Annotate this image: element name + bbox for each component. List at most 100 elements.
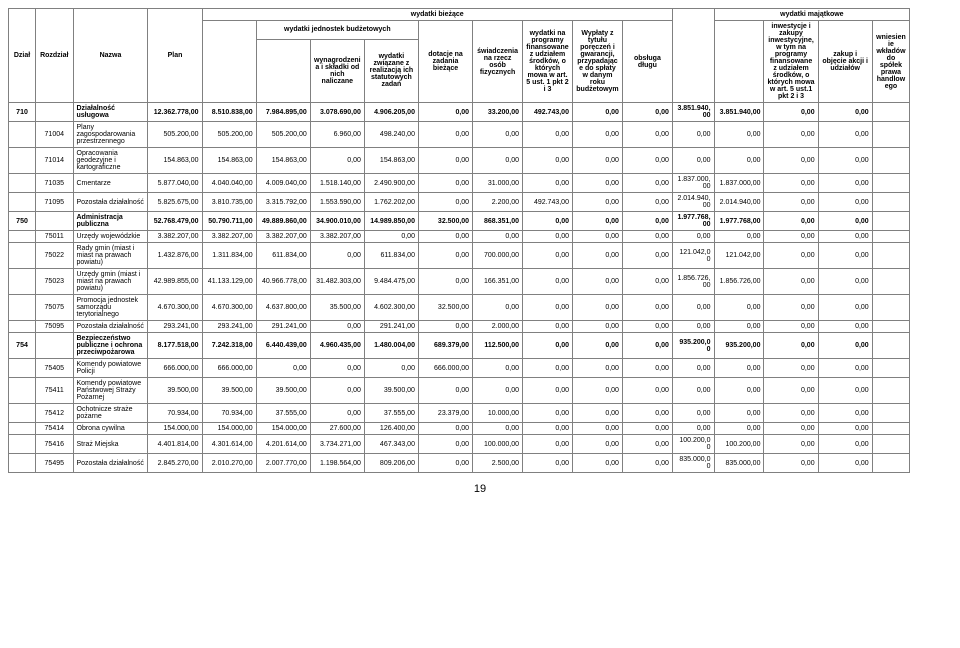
th-blank2 bbox=[202, 21, 256, 103]
cell: 0,00 bbox=[714, 359, 764, 378]
cell: Obrona cywilna bbox=[73, 423, 148, 435]
cell: 4.401.814,00 bbox=[148, 435, 202, 454]
cell: 3.851.940,00 bbox=[672, 103, 714, 122]
cell: 754 bbox=[9, 333, 36, 359]
table-row: 754Bezpieczeństwo publiczne i ochrona pr… bbox=[9, 333, 952, 359]
cell: 0,00 bbox=[310, 243, 364, 269]
th-blank3 bbox=[714, 21, 764, 103]
cell: 75416 bbox=[36, 435, 73, 454]
cell: 0,00 bbox=[818, 321, 872, 333]
cell: 0,00 bbox=[818, 231, 872, 243]
cell: 154.000,00 bbox=[148, 423, 202, 435]
cell: 0,00 bbox=[310, 148, 364, 174]
cell: 50.790.711,00 bbox=[202, 212, 256, 231]
cell bbox=[872, 269, 910, 295]
cell: Plany zagospodarowania przestrzennego bbox=[73, 122, 148, 148]
cell: 0,00 bbox=[818, 454, 872, 473]
cell: 0,00 bbox=[418, 423, 472, 435]
cell: 32.500,00 bbox=[418, 295, 472, 321]
cell: 0,00 bbox=[672, 359, 714, 378]
cell: 5.825.675,00 bbox=[148, 193, 202, 212]
cell: 935.200,00 bbox=[714, 333, 764, 359]
th-jednostek: wydatki jednostek budżetowych bbox=[256, 21, 418, 40]
cell: 0,00 bbox=[473, 231, 523, 243]
cell: 0,00 bbox=[714, 148, 764, 174]
th-wyplaty: Wypłaty z tytułu poręczeń i gwarancji, p… bbox=[572, 21, 622, 103]
cell: 0,00 bbox=[714, 295, 764, 321]
cell bbox=[872, 333, 910, 359]
page-number: 19 bbox=[8, 483, 952, 495]
cell: 154.863,00 bbox=[364, 148, 418, 174]
table-row: 75022Rady gmin (miast i miast na prawach… bbox=[9, 243, 952, 269]
cell: 75095 bbox=[36, 321, 73, 333]
cell: 34.900.010,00 bbox=[310, 212, 364, 231]
cell: 8.177.518,00 bbox=[148, 333, 202, 359]
cell: 0,00 bbox=[818, 212, 872, 231]
cell: 0,00 bbox=[714, 321, 764, 333]
cell: Opracowania geodezyjne i kartograficzne bbox=[73, 148, 148, 174]
cell: 0,00 bbox=[672, 404, 714, 423]
cell: 31.482.303,00 bbox=[310, 269, 364, 295]
table-row: 75495Pozostała działalność2.845.270,002.… bbox=[9, 454, 952, 473]
cell: Rady gmin (miast i miast na prawach powi… bbox=[73, 243, 148, 269]
cell bbox=[872, 423, 910, 435]
cell: 2.845.270,00 bbox=[148, 454, 202, 473]
cell: 0,00 bbox=[418, 321, 472, 333]
cell: 0,00 bbox=[473, 295, 523, 321]
cell: 0,00 bbox=[818, 423, 872, 435]
cell: 0,00 bbox=[818, 378, 872, 404]
cell bbox=[872, 212, 910, 231]
cell bbox=[9, 404, 36, 423]
cell: 4.301.614,00 bbox=[202, 435, 256, 454]
cell: 33.200,00 bbox=[473, 103, 523, 122]
cell: 75414 bbox=[36, 423, 73, 435]
cell: 1.977.768,00 bbox=[714, 212, 764, 231]
cell: 0,00 bbox=[764, 321, 818, 333]
cell: 70.934,00 bbox=[148, 404, 202, 423]
cell: 0,00 bbox=[523, 212, 573, 231]
cell: 75495 bbox=[36, 454, 73, 473]
cell: 0,00 bbox=[764, 378, 818, 404]
cell: 3.810.735,00 bbox=[202, 193, 256, 212]
cell bbox=[872, 321, 910, 333]
cell: 5.877.040,00 bbox=[148, 174, 202, 193]
cell bbox=[9, 243, 36, 269]
cell: 75412 bbox=[36, 404, 73, 423]
cell: 3.078.690,00 bbox=[310, 103, 364, 122]
cell: 0,00 bbox=[418, 231, 472, 243]
cell: 0,00 bbox=[572, 212, 622, 231]
th-blank bbox=[672, 9, 714, 103]
cell: 52.768.479,00 bbox=[148, 212, 202, 231]
cell: 2.000,00 bbox=[473, 321, 523, 333]
cell: 809.206,00 bbox=[364, 454, 418, 473]
cell: 0,00 bbox=[818, 122, 872, 148]
cell: 3.382.207,00 bbox=[148, 231, 202, 243]
cell: 112.500,00 bbox=[473, 333, 523, 359]
cell: 71014 bbox=[36, 148, 73, 174]
cell: 293.241,00 bbox=[202, 321, 256, 333]
cell: 121.042,00 bbox=[672, 243, 714, 269]
cell bbox=[9, 295, 36, 321]
cell: 1.977.768,00 bbox=[672, 212, 714, 231]
cell: 0,00 bbox=[523, 269, 573, 295]
cell: 0,00 bbox=[714, 423, 764, 435]
cell: 0,00 bbox=[523, 333, 573, 359]
cell: 0,00 bbox=[572, 321, 622, 333]
cell: 750 bbox=[9, 212, 36, 231]
cell: 0,00 bbox=[672, 122, 714, 148]
cell: 467.343,00 bbox=[364, 435, 418, 454]
cell: 0,00 bbox=[764, 212, 818, 231]
cell: 154.863,00 bbox=[256, 148, 310, 174]
table-row: 750Administracja publiczna52.768.479,005… bbox=[9, 212, 952, 231]
cell: 935.200,00 bbox=[672, 333, 714, 359]
cell: 0,00 bbox=[473, 122, 523, 148]
cell: 293.241,00 bbox=[148, 321, 202, 333]
table-body: 710Działalność usługowa12.362.778,008.51… bbox=[9, 103, 952, 473]
cell: 75075 bbox=[36, 295, 73, 321]
cell bbox=[872, 243, 910, 269]
cell: 0,00 bbox=[572, 435, 622, 454]
table-row: 71004Plany zagospodarowania przestrzenne… bbox=[9, 122, 952, 148]
cell: 1.432.876,00 bbox=[148, 243, 202, 269]
cell: 0,00 bbox=[572, 359, 622, 378]
cell: 154.000,00 bbox=[256, 423, 310, 435]
